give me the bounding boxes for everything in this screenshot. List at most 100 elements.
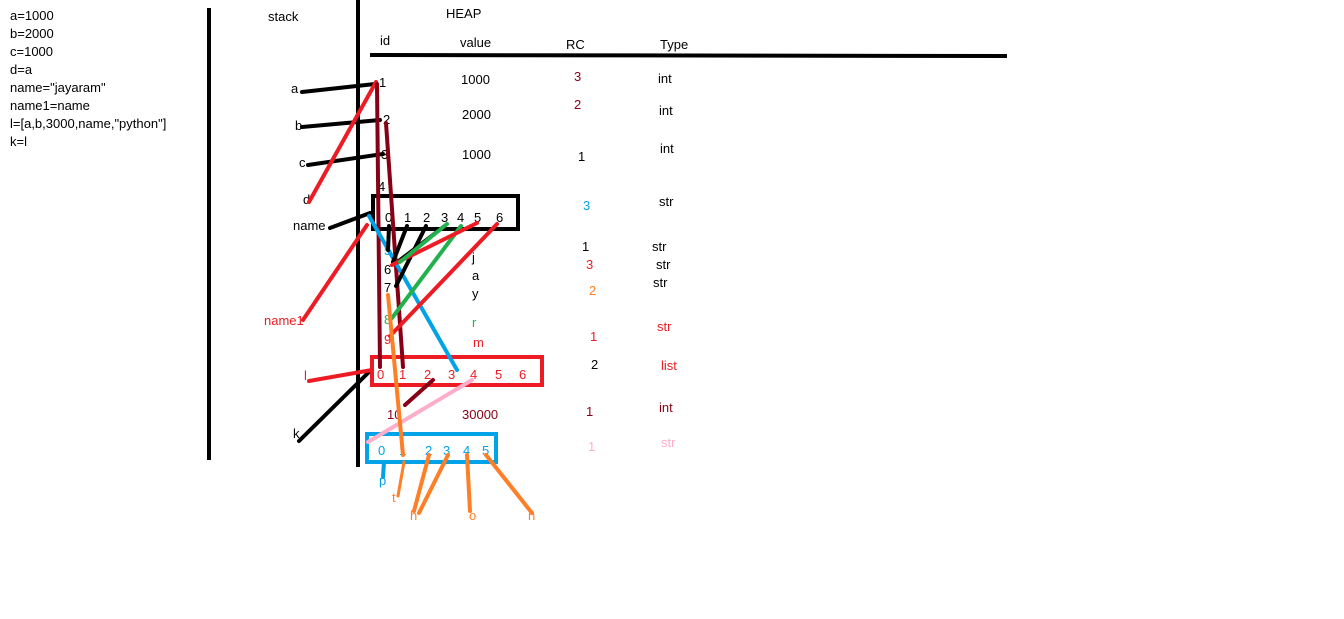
str-index: 5 — [474, 210, 481, 225]
ref-c — [306, 152, 385, 167]
python-index: 4 — [463, 443, 470, 458]
ref-py-h — [412, 453, 431, 513]
str-index: 2 — [423, 210, 430, 225]
heap-value: 2000 — [462, 107, 491, 122]
heap-value: 1000 — [462, 147, 491, 162]
ref-char-j-green — [398, 222, 449, 264]
ref-a — [300, 82, 377, 94]
heap-type: str — [659, 194, 674, 209]
heap-type: int — [659, 103, 673, 118]
type-header: Type — [660, 37, 688, 52]
str-box-indices: 0 1 2 3 4 5 6 — [385, 210, 503, 225]
heap-id: 1 — [379, 75, 386, 90]
ref-char-m — [388, 222, 499, 338]
code-line: name1=name — [10, 98, 90, 113]
ref-char-a1 — [391, 224, 409, 264]
python-char: t — [392, 490, 396, 505]
heap-rc-value: 2 — [591, 357, 598, 372]
id-header: id — [380, 33, 390, 48]
ref-l — [307, 368, 374, 383]
python-box-indices: 0 1 2 3 4 5 — [378, 443, 489, 458]
stack-var-c: c — [299, 155, 306, 170]
code-line: b=2000 — [10, 26, 54, 41]
python-char: h — [410, 508, 417, 523]
ref-py-n — [484, 453, 534, 515]
heap-type: int — [659, 400, 673, 415]
heap-type: str — [657, 319, 672, 334]
stack-var-d: d — [303, 192, 310, 207]
ref-char-j — [386, 224, 391, 252]
heap-id: 8 — [384, 312, 391, 327]
list-index: 4 — [470, 367, 477, 382]
heap-rc-value: 1 — [582, 239, 589, 254]
ref-list-2 — [403, 378, 435, 407]
stack-label: stack — [268, 9, 299, 24]
heap-id: 2 — [383, 112, 390, 127]
heap-rc-value: 3 — [583, 198, 590, 213]
code-listing: a=1000 b=2000 c=1000 d=a name="jayaram" … — [10, 8, 166, 149]
str-index: 6 — [496, 210, 503, 225]
value-header: value — [460, 35, 491, 50]
reference-lines — [297, 80, 534, 515]
heap-type: str — [653, 275, 668, 290]
stack-var-l: l — [304, 368, 307, 383]
heap-type: int — [658, 71, 672, 86]
stack-var-a: a — [291, 81, 299, 96]
ref-name1 — [301, 223, 369, 322]
heap-id: 4 — [378, 179, 385, 194]
ref-char-r — [390, 224, 463, 320]
python-index: 3 — [443, 443, 450, 458]
heap-value: m — [473, 335, 484, 350]
code-line: l=[a,b,3000,name,"python"] — [10, 116, 166, 131]
heap-value: 30000 — [462, 407, 498, 422]
rc-header: RC — [566, 37, 585, 52]
code-line: d=a — [10, 62, 33, 77]
heap-type: str — [661, 435, 676, 450]
heap-rc-value: 3 — [574, 69, 581, 84]
python-index: 2 — [425, 443, 432, 458]
list-index: 0 — [377, 367, 384, 382]
heap-value: a — [472, 268, 480, 283]
stack-var-k: k — [293, 426, 300, 441]
list-index: 5 — [495, 367, 502, 382]
ref-b — [300, 118, 382, 129]
str-index: 0 — [385, 210, 392, 225]
python-char: o — [469, 508, 476, 523]
heap-rc-value: 1 — [590, 329, 597, 344]
heap-label: HEAP — [446, 6, 481, 21]
ref-list-4 — [366, 378, 474, 444]
list-index: 3 — [448, 367, 455, 382]
stack-var-name1: name1 — [264, 313, 304, 328]
ref-py-o — [465, 453, 472, 513]
str-python-box — [365, 432, 498, 464]
stack-var-b: b — [295, 118, 302, 133]
python-index: 5 — [482, 443, 489, 458]
ref-k — [297, 371, 370, 443]
heap-rc-value: 1 — [578, 149, 585, 164]
str-index: 3 — [441, 210, 448, 225]
ref-py-h2 — [417, 453, 450, 515]
stack-var-name: name — [293, 218, 326, 233]
stack-vars: a b c d name name1 l k — [264, 81, 326, 441]
code-line: k=l — [10, 134, 27, 149]
str-jayaram-box — [371, 194, 520, 231]
heap-type: str — [656, 257, 671, 272]
list-index: 1 — [399, 367, 406, 382]
str-index: 4 — [457, 210, 464, 225]
heap-value: j — [471, 250, 475, 265]
python-index: 0 — [378, 443, 385, 458]
heap-type: str — [652, 239, 667, 254]
ref-name — [328, 211, 372, 230]
heap-id: 9 — [384, 332, 391, 347]
ref-py-t — [386, 293, 405, 457]
list-index: 6 — [519, 367, 526, 382]
code-line: c=1000 — [10, 44, 53, 59]
heap-rc-value: 1 — [586, 404, 593, 419]
heap-types: int int int str str str str str list int… — [652, 71, 677, 450]
heap-id: 7 — [384, 280, 391, 295]
heap-values: 1000 2000 1000 j a y r m 30000 — [461, 72, 498, 422]
ref-list-0 — [375, 82, 382, 369]
heap-rc-value: 1 — [588, 439, 595, 454]
heap-rc-value: 2 — [574, 97, 581, 112]
